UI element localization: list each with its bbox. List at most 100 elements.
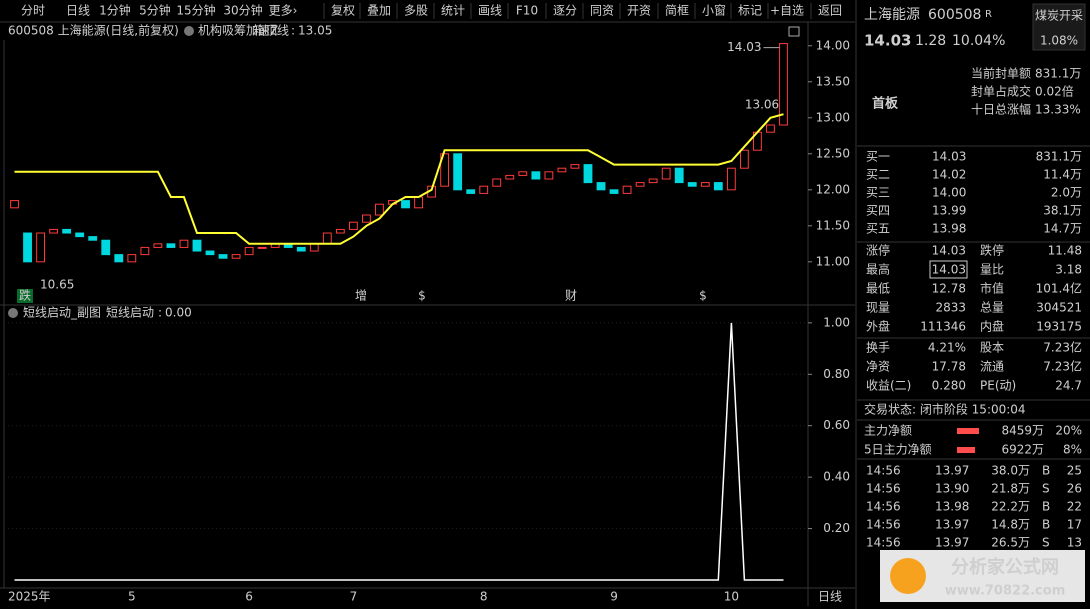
candle-body <box>114 254 124 263</box>
change: 1.28 <box>915 33 946 49</box>
candle-body <box>518 171 528 176</box>
y-tick-label: 11.50 <box>816 218 850 232</box>
stat-value: 12.78 <box>932 282 966 296</box>
tool-button[interactable]: F10 <box>516 4 538 18</box>
candle-body <box>231 254 241 259</box>
tool-button[interactable]: 画线 <box>478 4 502 18</box>
candle-body <box>766 124 775 133</box>
candle-body <box>648 178 658 184</box>
x-tick-label: 2025年 <box>8 590 51 604</box>
book-price: 14.00 <box>932 186 966 200</box>
indicator-icon <box>184 26 194 36</box>
flow-value: 6922万 <box>1001 443 1044 457</box>
watermark-logo <box>890 558 926 594</box>
period-tab[interactable]: 30分钟 <box>223 3 262 18</box>
candle-body <box>244 246 254 256</box>
candle-body <box>375 203 384 216</box>
stock-code: 600508 <box>928 7 981 23</box>
board-tag: 首板 <box>872 96 899 112</box>
period-tab[interactable]: 5分钟 <box>139 3 171 18</box>
tool-button[interactable]: 复权 <box>331 4 355 18</box>
high-annotation: 14.03 <box>727 40 761 54</box>
trade-side: S <box>1042 536 1050 550</box>
period-tab[interactable]: 更多› <box>269 4 298 18</box>
stat-label: PE(动) <box>980 379 1016 393</box>
tool-button[interactable]: 返回 <box>818 4 842 18</box>
signal-label: 跌 <box>19 288 31 303</box>
stat-label: 股本 <box>980 341 1004 355</box>
candle-body <box>583 164 593 184</box>
window-icon[interactable] <box>788 26 800 37</box>
period-tab[interactable]: 1分钟 <box>99 3 131 18</box>
candle-body <box>166 243 176 248</box>
flow-bar <box>957 428 979 434</box>
candle-body <box>739 149 749 169</box>
low-annotation: 10.65 <box>40 278 74 292</box>
candle-body <box>192 239 202 252</box>
signal-line <box>14 322 784 581</box>
trade-side: B <box>1042 500 1050 514</box>
stat-value: 4.21% <box>928 341 966 355</box>
trade-count: 17 <box>1067 518 1082 532</box>
candle-body <box>440 153 450 187</box>
change-pct: 10.04% <box>952 33 1005 49</box>
candle-body <box>10 200 19 209</box>
trade-count: 25 <box>1067 464 1082 478</box>
flow-value: 8459万 <box>1001 424 1044 438</box>
stat-label: 现量 <box>866 301 890 315</box>
candle-body <box>544 171 554 180</box>
price-annotation: 13.06 <box>745 98 779 112</box>
stat-label: 最低 <box>866 282 890 296</box>
trade-count: 22 <box>1067 500 1082 514</box>
trade-status: 交易状态: 闭市阶段 15:00:04 <box>864 402 1026 417</box>
period-tab[interactable]: 日线 <box>66 4 90 18</box>
sector-box[interactable] <box>1032 3 1086 51</box>
tool-button[interactable]: 多股 <box>404 4 428 18</box>
trade-volume: 22.2万 <box>991 500 1030 514</box>
candle-body <box>596 182 606 191</box>
flow-label: 5日主力净额 <box>864 443 932 457</box>
trade-volume: 38.0万 <box>991 464 1030 478</box>
candle-body <box>140 246 150 256</box>
candle-body <box>505 174 515 180</box>
period-tab[interactable]: 15分钟 <box>176 3 215 18</box>
candle-body <box>531 171 541 180</box>
y-tick-label: 0.80 <box>823 367 850 381</box>
tool-button[interactable]: 同资 <box>590 4 614 18</box>
candle-body <box>335 228 345 234</box>
x-tick-label: 5 <box>128 590 136 604</box>
trade-side: B <box>1042 464 1050 478</box>
trade-side: S <box>1042 482 1050 496</box>
y-tick-label: 12.00 <box>816 182 850 196</box>
book-volume: 11.4万 <box>1043 168 1082 182</box>
seal-label: 封单占成交 <box>971 84 1031 99</box>
candle-body <box>49 228 59 234</box>
stat-label: 最高 <box>866 262 890 277</box>
y-tick-label: 11.00 <box>816 254 850 268</box>
candle-body <box>62 228 72 234</box>
candle-body <box>401 200 410 209</box>
tool-button[interactable]: 统计 <box>441 4 465 18</box>
stat-value: 101.4亿 <box>1036 281 1082 296</box>
tool-button[interactable]: +自选 <box>770 4 804 18</box>
candle-body <box>218 254 228 259</box>
stat-value: 24.7 <box>1055 379 1082 393</box>
tool-button[interactable]: 简框 <box>665 4 689 18</box>
trade-price: 13.90 <box>935 482 969 496</box>
tool-button[interactable]: 逐分 <box>553 4 577 18</box>
book-price: 13.99 <box>932 204 966 218</box>
watermark: 分析家公式网 <box>951 556 1059 578</box>
tool-button[interactable]: 小窗 <box>702 4 726 18</box>
candle-body <box>700 182 710 187</box>
tool-button[interactable]: 开资 <box>627 4 651 18</box>
highlight-box <box>929 260 968 279</box>
candle-body <box>466 189 476 194</box>
trade-count: 26 <box>1067 482 1082 496</box>
period-tab[interactable]: 分时 <box>21 4 45 18</box>
candle-body <box>713 182 723 191</box>
tool-button[interactable]: 标记 <box>738 4 762 18</box>
tool-button[interactable]: 叠加 <box>367 4 391 18</box>
candle-body <box>36 232 45 263</box>
